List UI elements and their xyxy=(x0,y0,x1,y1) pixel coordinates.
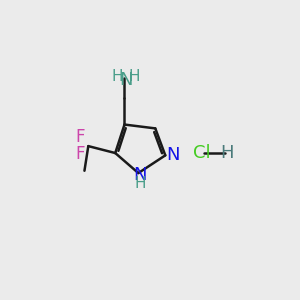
Text: H: H xyxy=(134,176,146,191)
Text: Cl: Cl xyxy=(193,144,210,162)
Text: H: H xyxy=(220,144,234,162)
Text: H: H xyxy=(112,69,123,84)
Text: F: F xyxy=(76,145,85,163)
Text: F: F xyxy=(76,128,85,146)
Text: N: N xyxy=(166,146,180,164)
Text: H: H xyxy=(129,69,140,84)
Text: N: N xyxy=(133,166,147,184)
Text: N: N xyxy=(119,71,133,89)
